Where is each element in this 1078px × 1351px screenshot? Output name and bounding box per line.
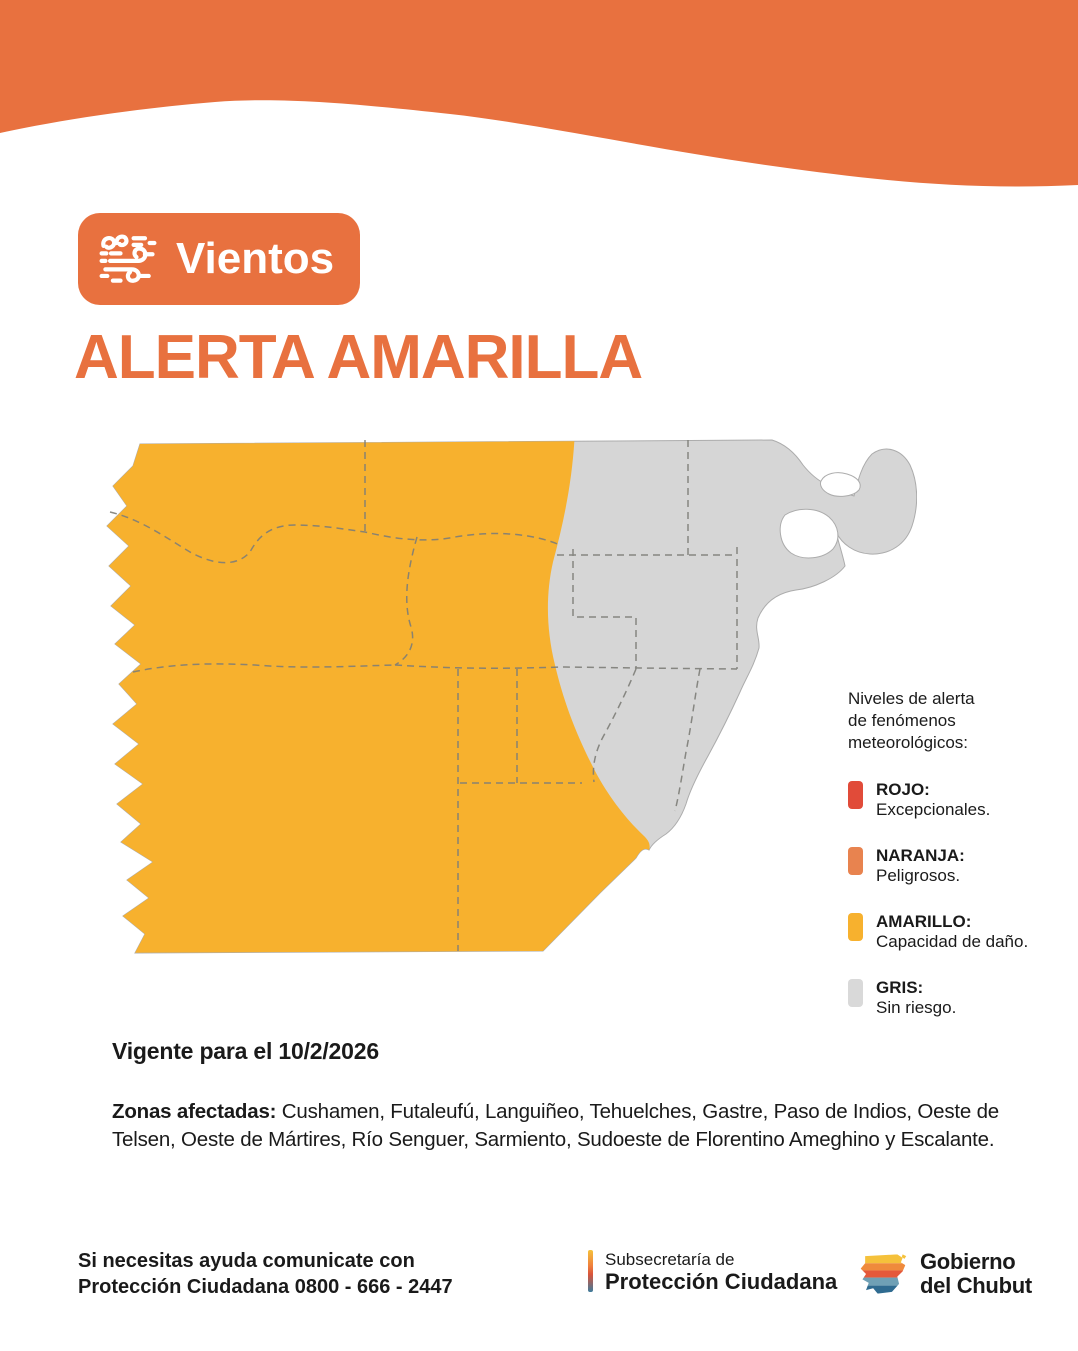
wind-icon [99, 234, 157, 283]
legend-item-name: GRIS: [876, 978, 924, 997]
help-line: Protección Ciudadana 0800 - 666 - 2447 [78, 1276, 453, 1298]
phenomenon-badge: Vientos [78, 213, 360, 305]
legend-item-name: NARANJA: [876, 846, 965, 865]
affected-zones: Zonas afectadas: Cushamen, Futaleufú, La… [112, 1098, 1004, 1154]
gobierno-chubut-logo: Gobierno del Chubut [858, 1250, 1032, 1298]
chubut-alert-map [106, 439, 917, 954]
page-title: ALERTA AMARILLA [74, 323, 643, 392]
legend-item-desc: Capacidad de daño. [876, 932, 1029, 951]
golfo-nuevo [779, 508, 839, 559]
help-contact: Si necesitas ayuda comunicate con Protec… [78, 1248, 453, 1300]
legend-item-gris: GRIS: Sin riesgo. [848, 978, 1073, 1018]
legend-item-amarillo: AMARILLO: Capacidad de daño. [848, 912, 1073, 952]
gobierno-line: Gobierno [920, 1249, 1016, 1274]
legend-title-line: Niveles de alerta [848, 689, 975, 708]
legend-item-naranja: NARANJA: Peligrosos. [848, 846, 1073, 886]
badge-label: Vientos [176, 234, 335, 283]
subsecretaria-logo: Subsecretaría de Protección Ciudadana [588, 1250, 837, 1294]
alert-levels-legend: Niveles de alerta de fenómenos meteoroló… [848, 688, 1073, 1018]
legend-swatch-naranja [848, 847, 863, 875]
legend-swatch-rojo [848, 781, 863, 809]
affected-zones-list: Cushamen, Futaleufú, Languiñeo, Tehuelch… [112, 1099, 999, 1151]
gobierno-line: del Chubut [920, 1273, 1032, 1298]
legend-item-desc: Sin riesgo. [876, 998, 957, 1017]
subsecretaria-line: Protección Ciudadana [605, 1269, 838, 1294]
legend-swatch-gris [848, 979, 863, 1007]
legend-item-desc: Excepcionales. [876, 800, 991, 819]
help-line: Si necesitas ayuda comunicate con [78, 1250, 415, 1272]
legend-item-rojo: ROJO: Excepcionales. [848, 780, 1073, 820]
legend-item-name: ROJO: [876, 780, 930, 799]
golfo-san-jose [820, 472, 861, 497]
legend-item-name: AMARILLO: [876, 912, 972, 931]
subsecretaria-color-bar [588, 1250, 593, 1292]
header-wave [0, 0, 1078, 187]
legend-swatch-amarillo [848, 913, 863, 941]
chubut-map-icon [860, 1254, 907, 1294]
map-region-alert-amarilla [107, 440, 650, 953]
subsecretaria-line: Subsecretaría de [605, 1250, 735, 1269]
validity-date: Vigente para el 10/2/2026 [112, 1038, 379, 1064]
legend-item-desc: Peligrosos. [876, 866, 961, 885]
department-borders [109, 440, 738, 951]
legend-title-line: meteorológicos: [848, 733, 969, 752]
affected-zones-label: Zonas afectadas: [112, 1099, 277, 1123]
legend-title-line: de fenómenos [848, 711, 956, 730]
